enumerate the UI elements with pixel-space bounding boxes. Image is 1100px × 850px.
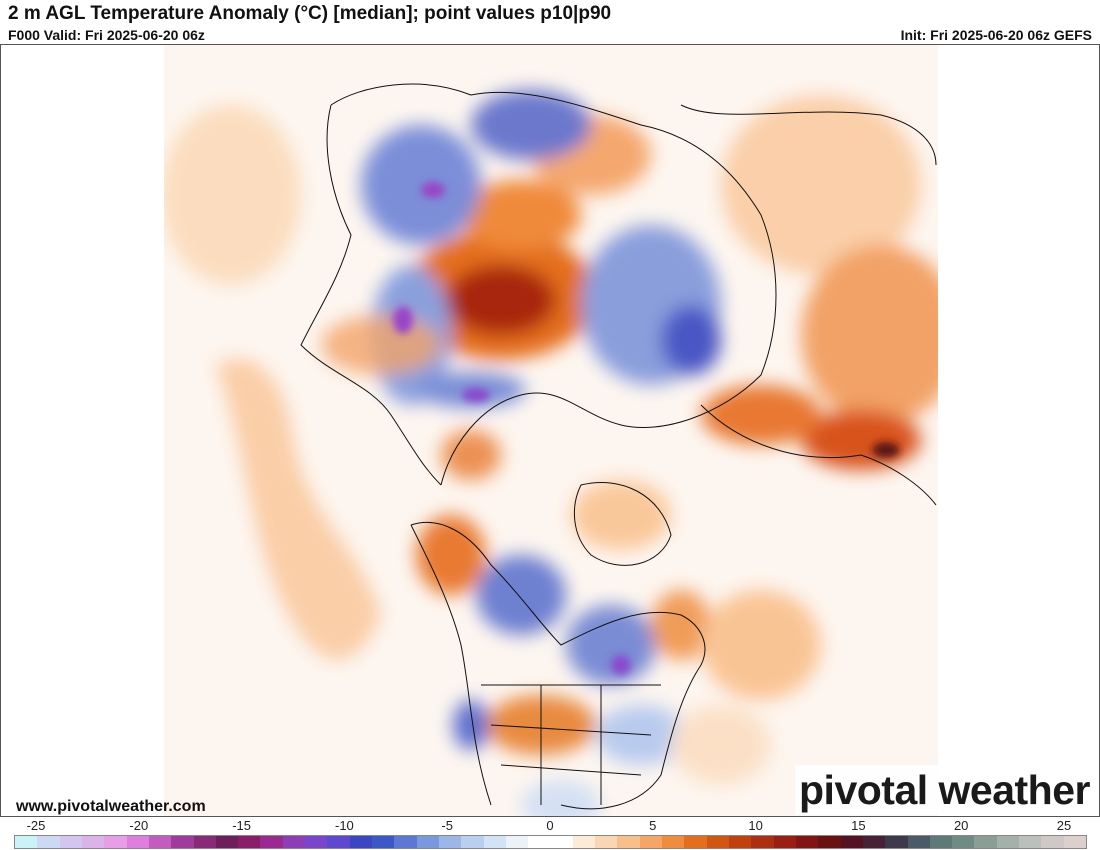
colorbar-swatch (461, 836, 484, 848)
colorbar-tick-label: 0 (546, 818, 554, 833)
colorbar-swatch (729, 836, 752, 848)
colorbar-swatch (1019, 836, 1042, 848)
colorbar-swatch (126, 836, 149, 848)
valid-time: F000 Valid: Fri 2025-06-20 06z (8, 27, 205, 43)
colorbar-swatch (684, 836, 707, 848)
colorbar-swatch (773, 836, 796, 848)
colorbar-swatch (751, 836, 774, 848)
colorbar-swatch (37, 836, 60, 848)
colorbar-swatch (349, 836, 372, 848)
website-link[interactable]: www.pivotalweather.com (16, 798, 206, 815)
colorbar-swatch (572, 836, 596, 848)
colorbar-swatch (394, 836, 417, 848)
colorbar-swatch (171, 836, 194, 848)
colorbar-tick-label: 15 (851, 818, 866, 833)
anomaly-map[interactable] (0, 44, 1100, 817)
colorbar-swatch (840, 836, 863, 848)
colorbar (14, 835, 1087, 849)
colorbar-swatch (193, 836, 216, 848)
colorbar-swatch (617, 836, 640, 848)
colorbar-swatch (952, 836, 975, 848)
colorbar-swatch (59, 836, 82, 848)
colorbar-swatch (483, 836, 506, 848)
colorbar-tick-label: -20 (129, 818, 149, 833)
colorbar-swatch (996, 836, 1020, 848)
colorbar-swatch (1041, 836, 1064, 848)
coastlines (300, 83, 937, 810)
map-title: 2 m AGL Temperature Anomaly (°C) [median… (8, 3, 612, 24)
colorbar-swatch (550, 836, 573, 848)
colorbar-tick-label: 5 (649, 818, 657, 833)
colorbar-swatch (305, 836, 328, 848)
colorbar-tick-label: 25 (1056, 818, 1072, 833)
colorbar-swatch (438, 836, 462, 848)
colorbar-swatch (282, 836, 306, 848)
colorbar-swatch (81, 836, 105, 848)
colorbar-swatch (929, 836, 953, 848)
colorbar-swatch (662, 836, 685, 848)
colorbar-tick-label: -5 (441, 818, 453, 833)
colorbar-tick-label: 10 (748, 818, 763, 833)
anomaly-field (164, 45, 938, 816)
colorbar-swatch (795, 836, 819, 848)
colorbar-swatch (372, 836, 395, 848)
colorbar-tick-label: -25 (26, 818, 46, 833)
colorbar-swatch (238, 836, 261, 848)
colorbar-swatch (327, 836, 350, 848)
colorbar-tick-label: 20 (953, 818, 969, 833)
colorbar-swatch (862, 836, 886, 848)
init-time: Init: Fri 2025-06-20 06z GEFS (900, 27, 1092, 43)
colorbar-tick-label: -15 (232, 818, 251, 833)
colorbar-swatch (639, 836, 663, 848)
colorbar-swatch (974, 836, 997, 848)
colorbar-swatch (215, 836, 239, 848)
colorbar-swatch (148, 836, 172, 848)
colorbar-swatch (505, 836, 529, 848)
colorbar-ticks: -25 -20 -15 -10 -5 0 5 10 15 20 25 (0, 818, 1100, 834)
colorbar-swatch (885, 836, 908, 848)
colorbar-swatch (1063, 836, 1086, 848)
colorbar-swatch (907, 836, 930, 848)
colorbar-swatch (818, 836, 841, 848)
map-canvas (164, 45, 938, 816)
colorbar-swatch (260, 836, 283, 848)
colorbar-swatch (104, 836, 127, 848)
colorbar-swatch (595, 836, 618, 848)
colorbar-swatch (15, 836, 38, 848)
colorbar-swatch (528, 836, 551, 848)
colorbar-tick-label: -10 (334, 818, 354, 833)
brand-logo: pivotal weather (795, 765, 1094, 815)
colorbar-swatch (416, 836, 439, 848)
colorbar-swatch (706, 836, 729, 848)
